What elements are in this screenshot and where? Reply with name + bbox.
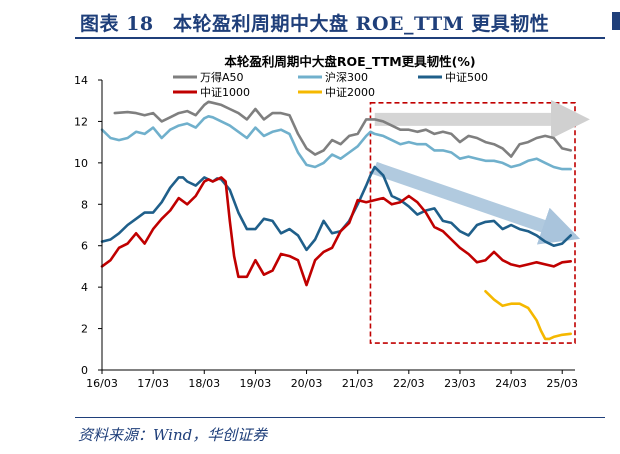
series-line-1 xyxy=(100,115,573,171)
series-line-2 xyxy=(100,165,573,252)
y-tick-label: 2 xyxy=(81,323,88,336)
x-tick-label: 18/03 xyxy=(188,377,220,390)
adjacent-figure-edge xyxy=(612,12,620,30)
x-tick-label: 22/03 xyxy=(393,377,425,390)
x-tick-label: 17/03 xyxy=(137,377,169,390)
legend-label-4: 中证2000 xyxy=(325,86,375,99)
legend-label-3: 中证1000 xyxy=(200,86,250,99)
footer-rule xyxy=(75,417,605,418)
series-line-4 xyxy=(484,290,573,341)
x-tick-label: 19/03 xyxy=(240,377,272,390)
legend: 万得A50 沪深300 中证500 中证1000 中证2000 xyxy=(173,70,488,99)
x-tick-label: 21/03 xyxy=(342,377,374,390)
roe-line-chart: 本轮盈利周期中大盘ROE_TTM更具韧性(%) 万得A50 沪深300 中证500 中… xyxy=(74,54,590,390)
figure-header: 图表 18 本轮盈利周期中大盘 ROE_TTM 更具韧性 xyxy=(0,0,620,40)
legend-label-2: 中证500 xyxy=(445,71,488,84)
legend-label-1: 沪深300 xyxy=(325,70,368,84)
figure-title: 图表 18 本轮盈利周期中大盘 ROE_TTM 更具韧性 xyxy=(80,13,550,35)
legend-label-0: 万得A50 xyxy=(200,71,244,84)
axes: 0 2 4 6 8 10 12 14 16/03 17/03 18/03 19/03 20/03 21/0… xyxy=(74,74,578,390)
series-line-3 xyxy=(100,176,573,287)
y-tick-label: 10 xyxy=(74,157,88,170)
y-tick-label: 8 xyxy=(81,198,88,211)
y-tick-label: 12 xyxy=(74,115,88,128)
y-tick-label: 0 xyxy=(81,364,88,377)
y-tick-label: 4 xyxy=(81,281,88,294)
series-line-0 xyxy=(113,100,573,158)
y-tick-label: 14 xyxy=(74,74,88,87)
series-layer xyxy=(100,100,573,341)
x-tick-label: 16/03 xyxy=(86,377,118,390)
x-tick-label: 20/03 xyxy=(291,377,323,390)
y-tick-label: 6 xyxy=(81,240,88,253)
trend-arrow-blue xyxy=(372,161,581,245)
chart-area: 本轮盈利周期中大盘ROE_TTM更具韧性(%) 万得A50 沪深300 中证500 中… xyxy=(0,40,620,415)
x-tick-label: 24/03 xyxy=(495,377,527,390)
annotations xyxy=(369,99,590,344)
chart-title: 本轮盈利周期中大盘ROE_TTM更具韧性(%) xyxy=(224,54,475,70)
x-tick-label: 25/03 xyxy=(546,377,578,390)
source-note: 资料来源：Wind，华创证券 xyxy=(78,426,268,444)
header-rule xyxy=(75,37,605,39)
x-tick-label: 23/03 xyxy=(444,377,476,390)
